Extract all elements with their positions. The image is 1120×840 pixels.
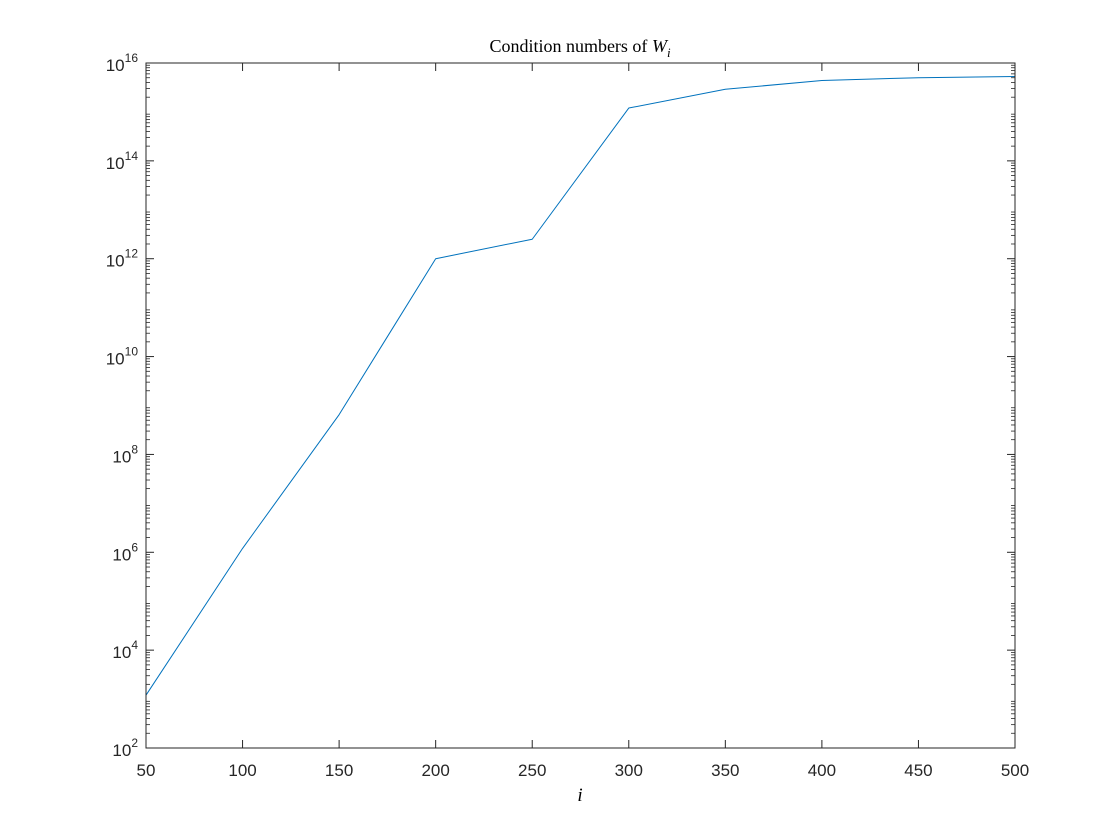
y-tick-label-base: 10 (112, 447, 131, 466)
x-tick-labels: 50 100 150 200 250 300 350 400 450 500 (137, 761, 1030, 780)
minor-ticks (146, 64, 1015, 734)
y-tick-label-exponent: 12 (125, 247, 139, 261)
x-tick-label: 200 (421, 761, 449, 780)
x-tick-label: 250 (518, 761, 546, 780)
y-tick-label-base: 10 (112, 741, 131, 760)
y-tick-label: 1016 (106, 51, 139, 75)
chart-title: Condition numbers of Wi (489, 36, 671, 60)
y-tick-label-exponent: 4 (131, 638, 138, 652)
y-tick-label: 1010 (106, 345, 139, 369)
series-line (145, 75, 1016, 696)
x-tick-label: 150 (325, 761, 353, 780)
x-tick-label: 400 (808, 761, 836, 780)
plot-background (146, 63, 1015, 748)
y-tick-label-base: 10 (106, 252, 125, 271)
y-tick-label-exponent: 8 (131, 442, 138, 456)
y-tick-label-exponent: 16 (125, 51, 139, 65)
chart-title-subscript: i (667, 45, 671, 60)
plot-frame (145, 62, 1016, 749)
y-tick-label-base: 10 (106, 56, 125, 75)
y-tick-label-base: 10 (112, 643, 131, 662)
x-tick-label: 300 (615, 761, 643, 780)
chart-title-text: Condition numbers of (489, 36, 652, 56)
y-tick-label-exponent: 6 (131, 540, 138, 554)
y-tick-label: 108 (112, 442, 138, 466)
x-tick-label: 350 (711, 761, 739, 780)
x-tick-label: 50 (137, 761, 156, 780)
y-tick-label-base: 10 (106, 154, 125, 173)
y-tick-label-base: 10 (106, 350, 125, 369)
y-tick-label-exponent: 10 (125, 345, 139, 359)
series-layer (145, 75, 1016, 696)
x-tick-label: 100 (228, 761, 256, 780)
y-tick-label-exponent: 2 (131, 736, 138, 750)
y-tick-label: 1014 (106, 149, 139, 173)
chart-title-symbol: W (652, 36, 669, 56)
y-tick-label: 1012 (106, 247, 139, 271)
x-tick-label: 500 (1001, 761, 1029, 780)
y-tick-label-base: 10 (112, 545, 131, 564)
x-axis-label: i (577, 785, 582, 806)
x-tick-label: 450 (904, 761, 932, 780)
y-tick-label: 104 (112, 638, 138, 662)
y-tick-label: 102 (112, 736, 138, 760)
y-tick-label: 106 (112, 540, 138, 564)
y-tick-label-exponent: 14 (125, 149, 139, 163)
